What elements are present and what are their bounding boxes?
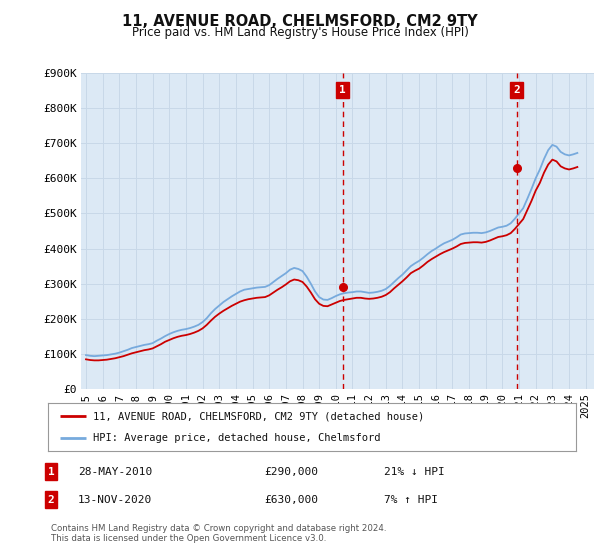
Text: 2: 2 <box>47 494 55 505</box>
Text: 13-NOV-2020: 13-NOV-2020 <box>78 494 152 505</box>
Text: 28-MAY-2010: 28-MAY-2010 <box>78 466 152 477</box>
Text: £290,000: £290,000 <box>264 466 318 477</box>
Text: Contains HM Land Registry data © Crown copyright and database right 2024.
This d: Contains HM Land Registry data © Crown c… <box>51 524 386 543</box>
Text: £630,000: £630,000 <box>264 494 318 505</box>
Text: 11, AVENUE ROAD, CHELMSFORD, CM2 9TY (detached house): 11, AVENUE ROAD, CHELMSFORD, CM2 9TY (de… <box>93 411 424 421</box>
Text: HPI: Average price, detached house, Chelmsford: HPI: Average price, detached house, Chel… <box>93 433 380 443</box>
Text: 7% ↑ HPI: 7% ↑ HPI <box>384 494 438 505</box>
Text: 21% ↓ HPI: 21% ↓ HPI <box>384 466 445 477</box>
Text: Price paid vs. HM Land Registry's House Price Index (HPI): Price paid vs. HM Land Registry's House … <box>131 26 469 39</box>
Text: 1: 1 <box>339 85 346 95</box>
Text: 11, AVENUE ROAD, CHELMSFORD, CM2 9TY: 11, AVENUE ROAD, CHELMSFORD, CM2 9TY <box>122 14 478 29</box>
Text: 1: 1 <box>47 466 55 477</box>
Text: 2: 2 <box>514 85 520 95</box>
